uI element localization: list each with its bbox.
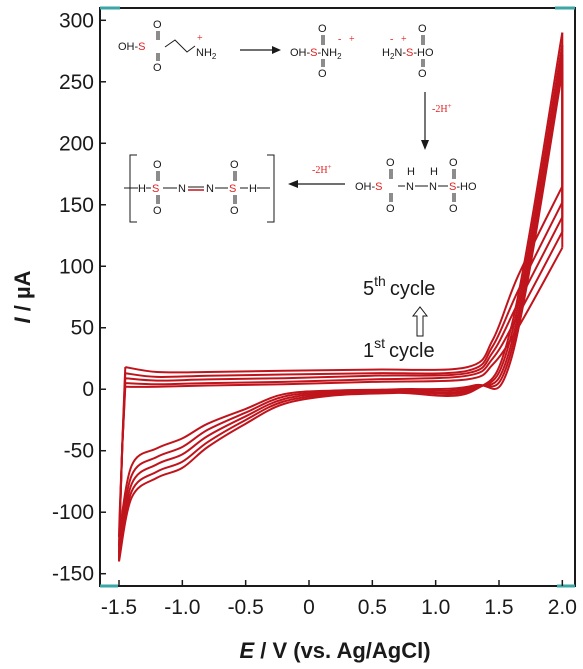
- x-axis-ticks: -1.5 -1.0 -0.5 0 0.5 1.0 1.5 2.0: [101, 580, 577, 619]
- cv-cycle-upper-branch: [125, 247, 564, 388]
- plot-frame: [99, 7, 576, 587]
- y-tick-label: 200: [59, 132, 94, 155]
- svg-text:N: N: [178, 183, 186, 195]
- x-tick-label: 2.0: [548, 596, 577, 619]
- x-axis-title: E / V (vs. Ag/AgCl): [239, 638, 430, 663]
- svg-text:+: +: [401, 34, 407, 45]
- scheme-step-2: -2H+: [312, 163, 332, 176]
- svg-text:O: O: [153, 19, 162, 31]
- cycle-bottom-number: 1: [363, 340, 374, 362]
- scheme-molecule-middle: OH-S-NH2 O O - +: [290, 23, 355, 80]
- svg-text:H2N-S-HO: H2N-S-HO: [382, 47, 434, 61]
- y-tick-label: 300: [59, 9, 94, 32]
- cv-cycle-upper-branch: [125, 185, 564, 374]
- scheme-arrow-2-head: [421, 140, 429, 150]
- svg-text:O: O: [386, 203, 395, 215]
- scheme-arrow-3-head: [288, 180, 298, 188]
- y-axis-title-var: I: [10, 317, 35, 324]
- reaction-scheme: OH-S O O + NH2 OH-S-NH2 O O - + - +: [118, 19, 477, 223]
- cv-cycle-lower-branch: [118, 54, 564, 555]
- svg-text:O: O: [230, 159, 239, 171]
- svg-text:O: O: [418, 23, 427, 35]
- svg-text:N: N: [206, 183, 214, 195]
- cv-cycle-lower-branch: [118, 63, 564, 547]
- svg-text:O: O: [153, 62, 162, 74]
- y-axis-title: I / µA: [10, 270, 35, 323]
- svg-text:O: O: [153, 159, 162, 171]
- x-tick-label: -1.0: [164, 596, 200, 619]
- svg-text:OH-S-NH2: OH-S-NH2: [290, 47, 342, 61]
- x-axis-title-var: E: [239, 638, 255, 663]
- x-tick-label: 0: [303, 596, 315, 619]
- svg-text:O: O: [318, 68, 327, 80]
- svg-text:-: -: [390, 34, 393, 45]
- cycle-arrow-icon: [411, 306, 429, 337]
- cycle-bottom-word: cycle: [389, 340, 435, 362]
- cv-cycle-upper-branch: [125, 201, 564, 378]
- y-tick-label: -100: [52, 501, 94, 524]
- x-tick-label: 1.5: [484, 596, 513, 619]
- svg-text:O: O: [386, 157, 395, 169]
- x-tick-label: -0.5: [228, 596, 264, 619]
- svg-text:S: S: [229, 183, 236, 195]
- x-tick-label: -1.5: [101, 596, 137, 619]
- svg-text:NH2: NH2: [196, 47, 217, 61]
- svg-text:O: O: [449, 203, 458, 215]
- x-tick-label: 1.0: [421, 596, 450, 619]
- cv-cycle-lower-branch: [118, 44, 564, 560]
- scheme-step-1: -2H+: [432, 102, 452, 115]
- x-axis-title-unit: / V (vs. Ag/AgCl): [254, 638, 430, 663]
- svg-text:+: +: [197, 33, 203, 44]
- cycle-label-bottom: 1st cycle: [363, 335, 435, 362]
- scheme-arrow-1-head: [272, 46, 281, 54]
- cycle-top-word: cycle: [390, 278, 436, 300]
- cv-cycle-lower-branch: [118, 32, 564, 562]
- svg-text:O: O: [153, 205, 162, 217]
- scheme-polymer: H S O O N N S O O H: [124, 154, 275, 223]
- cv-cycle-lower-branch: [118, 71, 564, 537]
- svg-text:N: N: [429, 181, 437, 193]
- cycle-label-top: 5th cycle: [363, 273, 435, 300]
- cv-cycle-upper-branch: [125, 216, 564, 382]
- y-axis-ticks: -150 -100 -50 0 50 100 150 200 250 300: [52, 9, 106, 586]
- cv-curves: [118, 32, 564, 562]
- y-tick-label: 250: [59, 71, 94, 94]
- y-tick-label: -150: [52, 563, 94, 586]
- svg-text:S-HO: S-HO: [449, 181, 477, 193]
- cv-cycle-cathodic-end: [118, 367, 127, 562]
- y-tick-label: -50: [64, 440, 94, 463]
- y-tick-label: 0: [82, 378, 94, 401]
- svg-text:OH-S: OH-S: [355, 181, 383, 193]
- svg-text:S: S: [152, 183, 159, 195]
- svg-text:+: +: [349, 34, 355, 45]
- cycle-bottom-superscript: st: [374, 335, 385, 351]
- y-tick-label: 50: [71, 317, 94, 340]
- svg-text:OH-S: OH-S: [118, 41, 146, 53]
- svg-text:O: O: [230, 205, 239, 217]
- y-axis-title-unit: / µA: [10, 270, 35, 317]
- scheme-molecule-taurine: OH-S O O + NH2: [118, 19, 217, 74]
- scheme-molecule-right: - + H2N-S-HO O O: [382, 23, 434, 80]
- svg-text:H: H: [249, 183, 257, 195]
- svg-text:-: -: [338, 34, 341, 45]
- svg-text:O: O: [418, 68, 427, 80]
- svg-text:H: H: [138, 183, 146, 195]
- svg-text:N: N: [406, 181, 414, 193]
- y-tick-label: 150: [59, 194, 94, 217]
- svg-text:H: H: [407, 166, 415, 178]
- svg-text:O: O: [449, 157, 458, 169]
- cycle-top-number: 5: [363, 278, 374, 300]
- svg-text:O: O: [318, 23, 327, 35]
- x-tick-label: 0.5: [358, 596, 387, 619]
- svg-text:H: H: [430, 166, 438, 178]
- y-tick-label: 100: [59, 255, 94, 278]
- cycle-top-superscript: th: [374, 273, 386, 289]
- scheme-molecule-hydrazine: OH-S O O N H N H S-HO O O: [355, 157, 477, 215]
